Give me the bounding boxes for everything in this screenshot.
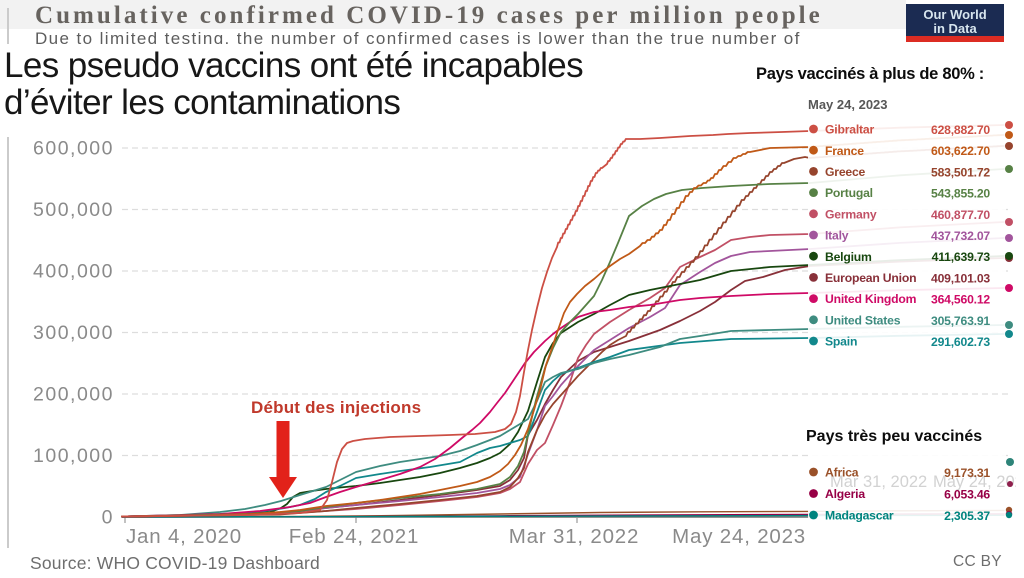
svg-text:Belgium: Belgium bbox=[825, 250, 872, 264]
svg-text:2,305.37: 2,305.37 bbox=[944, 509, 990, 523]
svg-text:100,000: 100,000 bbox=[33, 445, 114, 467]
svg-text:543,855.20: 543,855.20 bbox=[931, 187, 990, 201]
svg-text:500,000: 500,000 bbox=[33, 199, 114, 221]
svg-text:Mar 31, 2022: Mar 31, 2022 bbox=[830, 473, 927, 491]
svg-text:409,101.03: 409,101.03 bbox=[931, 271, 990, 285]
svg-text:Algeria: Algeria bbox=[825, 487, 865, 501]
svg-text:May 24, 2023: May 24, 2023 bbox=[672, 525, 806, 548]
svg-text:Gibraltar: Gibraltar bbox=[825, 123, 874, 137]
svg-text:583,501.72: 583,501.72 bbox=[931, 165, 990, 179]
svg-text:Germany: Germany bbox=[825, 207, 877, 221]
svg-text:6,053.46: 6,053.46 bbox=[944, 488, 990, 502]
svg-text:Italy: Italy bbox=[825, 229, 849, 243]
svg-text:May 24, 2023: May 24, 2023 bbox=[808, 97, 888, 112]
svg-text:United States: United States bbox=[825, 313, 901, 327]
svg-text:European Union: European Union bbox=[825, 271, 916, 285]
svg-text:United Kingdom: United Kingdom bbox=[825, 292, 917, 306]
svg-text:0: 0 bbox=[102, 507, 114, 529]
svg-text:May 24, 2023: May 24, 2023 bbox=[933, 473, 1024, 491]
svg-text:600,000: 600,000 bbox=[33, 138, 114, 160]
svg-text:Madagascar: Madagascar bbox=[825, 509, 894, 523]
svg-text:628,882.70: 628,882.70 bbox=[931, 123, 990, 137]
svg-text:Spain: Spain bbox=[825, 335, 857, 349]
svg-text:Début des injections: Début des injections bbox=[251, 398, 421, 417]
svg-text:Jan 4, 2020: Jan 4, 2020 bbox=[126, 525, 242, 548]
svg-text:Greece: Greece bbox=[825, 165, 866, 179]
svg-text:300,000: 300,000 bbox=[33, 322, 114, 344]
svg-text:Feb 24, 2021: Feb 24, 2021 bbox=[289, 525, 419, 548]
svg-text:437,732.07: 437,732.07 bbox=[931, 229, 990, 243]
svg-text:460,877.70: 460,877.70 bbox=[931, 208, 990, 222]
svg-text:Mar 31, 2022: Mar 31, 2022 bbox=[509, 525, 639, 548]
svg-text:200,000: 200,000 bbox=[33, 384, 114, 406]
svg-text:Africa: Africa bbox=[825, 466, 859, 480]
svg-text:400,000: 400,000 bbox=[33, 261, 114, 283]
svg-text:364,560.12: 364,560.12 bbox=[931, 293, 990, 307]
svg-text:France: France bbox=[825, 144, 864, 158]
svg-text:305,763.91: 305,763.91 bbox=[931, 314, 990, 328]
svg-text:Portugal: Portugal bbox=[825, 186, 873, 200]
svg-text:291,602.73: 291,602.73 bbox=[931, 335, 990, 349]
svg-text:9,173.31: 9,173.31 bbox=[944, 466, 990, 480]
svg-text:603,622.70: 603,622.70 bbox=[931, 144, 990, 158]
svg-text:411,639.73: 411,639.73 bbox=[932, 250, 991, 264]
